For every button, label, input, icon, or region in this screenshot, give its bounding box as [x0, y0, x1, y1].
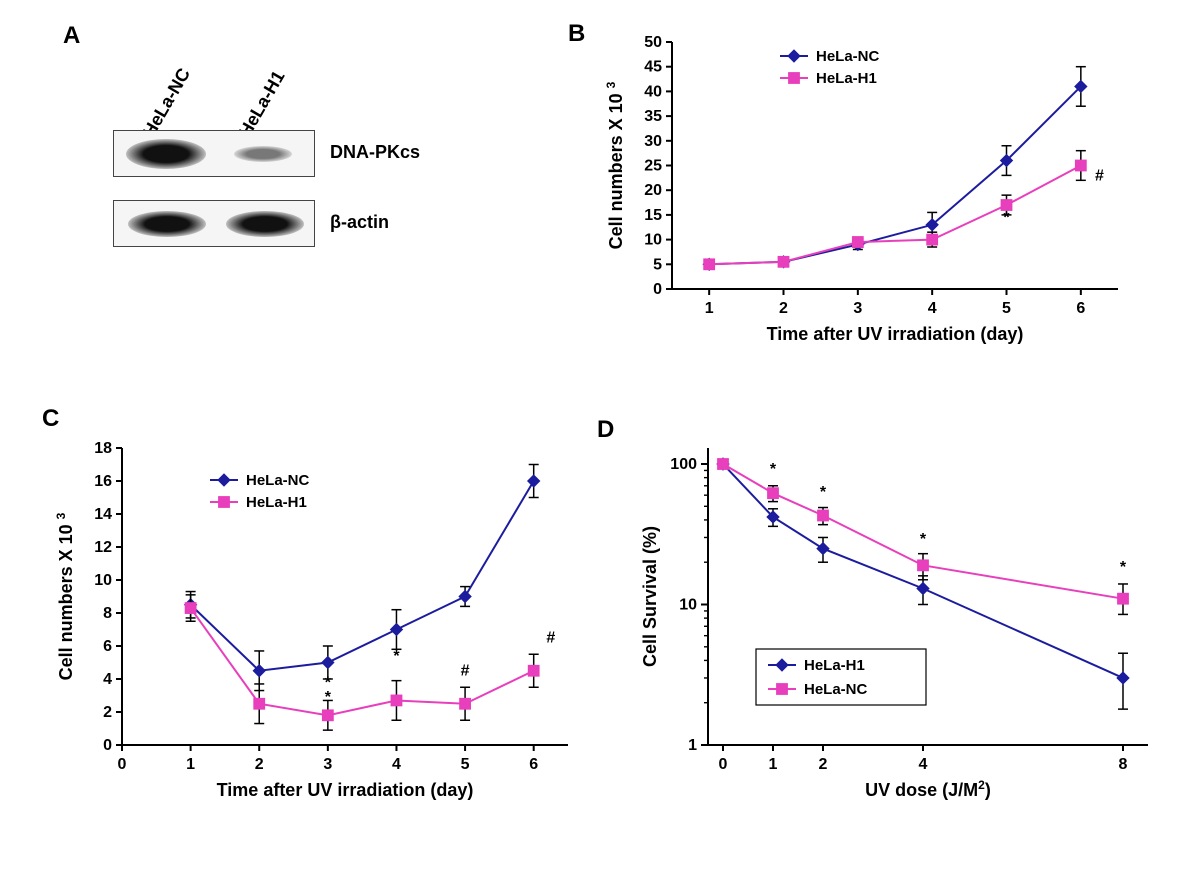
svg-text:HeLa-H1: HeLa-H1 [816, 70, 877, 87]
svg-text:3: 3 [853, 300, 862, 317]
svg-text:8: 8 [103, 605, 112, 622]
svg-text:0: 0 [118, 756, 127, 773]
svg-text:15: 15 [644, 207, 662, 224]
panel-C-label: C [42, 405, 59, 433]
svg-text:50: 50 [644, 34, 662, 51]
svg-text:0: 0 [103, 737, 112, 754]
svg-text:Cell numbers X 10 3: Cell numbers X 10 3 [54, 512, 76, 680]
svg-text:Time after UV irradiation (day: Time after UV irradiation (day) [217, 780, 474, 800]
row-label-dnapkcs: DNA-PKcs [330, 142, 420, 163]
svg-text:1: 1 [186, 756, 195, 773]
svg-text:Time after UV irradiation (day: Time after UV irradiation (day) [767, 324, 1024, 344]
blot-box-actin [113, 200, 315, 247]
svg-text:4: 4 [919, 756, 928, 773]
svg-text:2: 2 [819, 756, 828, 773]
panel-A-label: A [63, 22, 80, 50]
svg-text:18: 18 [94, 440, 112, 457]
svg-text:5: 5 [1002, 300, 1011, 317]
svg-text:Cell numbers X 10 3: Cell numbers X 10 3 [604, 81, 626, 249]
svg-text:40: 40 [644, 83, 662, 100]
svg-text:*: * [770, 461, 777, 478]
svg-text:1: 1 [705, 300, 714, 317]
svg-text:#: # [461, 663, 470, 680]
svg-text:30: 30 [644, 133, 662, 150]
svg-text:20: 20 [644, 182, 662, 199]
panel-D-label: D [597, 416, 614, 444]
svg-text:Cell Survival (%): Cell Survival (%) [640, 526, 660, 667]
svg-text:0: 0 [653, 281, 662, 298]
svg-text:2: 2 [103, 704, 112, 721]
svg-text:HeLa-H1: HeLa-H1 [246, 494, 307, 511]
svg-text:4: 4 [392, 756, 401, 773]
panel-A-westernblot: HeLa-NC HeLa-H1 DNA-PKcs β-actin [105, 30, 475, 300]
svg-text:25: 25 [644, 158, 662, 175]
band-dnapkcs-h1 [234, 146, 292, 162]
svg-text:UV dose (J/M2): UV dose (J/M2) [865, 778, 991, 800]
svg-text:100: 100 [670, 456, 697, 473]
svg-text:*: * [820, 484, 827, 501]
band-dnapkcs-nc [126, 139, 206, 169]
actin-text: -actin [341, 212, 389, 232]
svg-text:HeLa-NC: HeLa-NC [246, 472, 310, 489]
svg-text:0: 0 [719, 756, 728, 773]
svg-text:1: 1 [769, 756, 778, 773]
panel-C-chart: 0246810121416180123456Cell numbers X 10 … [50, 430, 590, 810]
svg-text:HeLa-NC: HeLa-NC [816, 48, 880, 65]
svg-text:5: 5 [653, 256, 662, 273]
svg-text:5: 5 [461, 756, 470, 773]
svg-text:HeLa-NC: HeLa-NC [804, 681, 868, 698]
svg-text:#: # [546, 630, 555, 647]
panel-D-chart: 1 10 100 0 1 2 4 8 Cell Survival (%) UV dose (J/M… [630, 430, 1170, 810]
beta-symbol: β [330, 212, 341, 232]
svg-text:45: 45 [644, 59, 662, 76]
svg-text:10: 10 [94, 572, 112, 589]
svg-text:35: 35 [644, 108, 662, 125]
svg-text:16: 16 [94, 473, 112, 490]
svg-text:2: 2 [779, 300, 788, 317]
svg-text:6: 6 [103, 638, 112, 655]
svg-text:4: 4 [928, 300, 937, 317]
svg-text:1: 1 [688, 737, 697, 754]
band-actin-h1 [226, 211, 304, 237]
svg-text:*: * [393, 648, 400, 665]
svg-text:10: 10 [679, 597, 697, 614]
svg-text:*: * [325, 689, 332, 706]
svg-text:2: 2 [255, 756, 264, 773]
svg-text:HeLa-H1: HeLa-H1 [804, 657, 865, 674]
blot-box-dnapkcs [113, 130, 315, 177]
svg-text:#: # [1095, 167, 1104, 184]
svg-text:*: * [1003, 209, 1010, 226]
svg-text:8: 8 [1119, 756, 1128, 773]
svg-text:3: 3 [323, 756, 332, 773]
svg-text:*: * [920, 531, 927, 548]
svg-text:12: 12 [94, 539, 112, 556]
panel-B-chart: 05101520253035404550123456Cell numbers X… [600, 24, 1140, 354]
svg-text:14: 14 [94, 506, 112, 523]
svg-text:6: 6 [529, 756, 538, 773]
svg-text:10: 10 [644, 232, 662, 249]
svg-text:4: 4 [103, 671, 112, 688]
row-label-actin: β-actin [330, 212, 389, 233]
svg-text:6: 6 [1076, 300, 1085, 317]
band-actin-nc [128, 211, 206, 237]
panel-B-label: B [568, 20, 585, 48]
svg-text:*: * [1120, 559, 1127, 576]
